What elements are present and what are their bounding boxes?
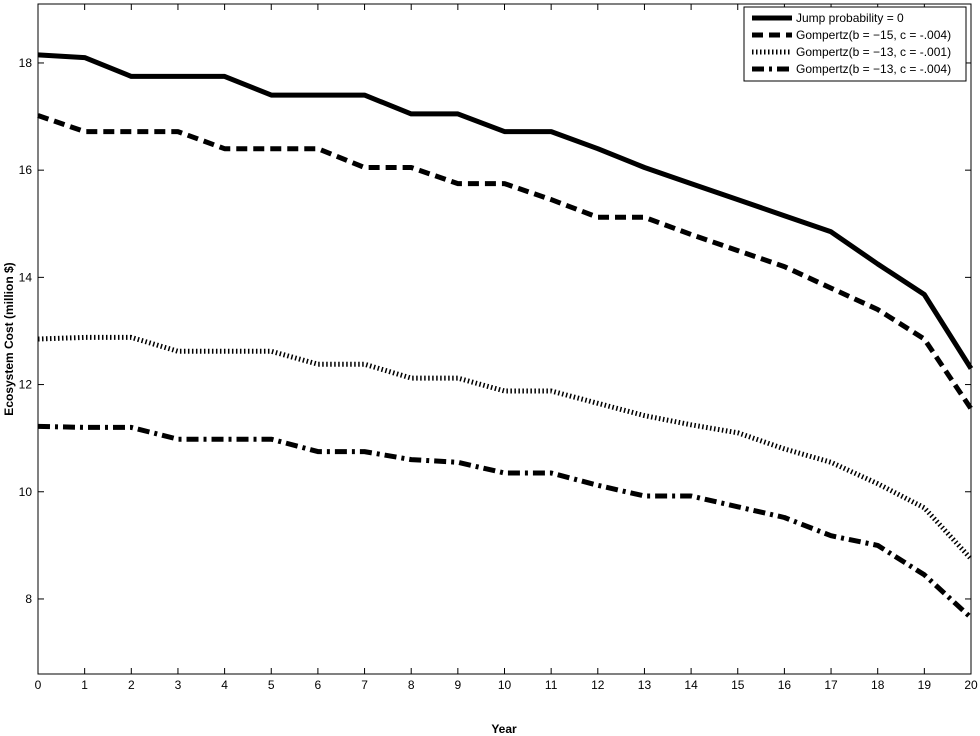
x-tick-label: 15 (731, 678, 745, 692)
x-tick-label: 17 (824, 678, 838, 692)
x-tick-label: 20 (964, 678, 978, 692)
x-tick-label: 11 (545, 678, 558, 692)
legend: Jump probability = 0 Gompertz(b = −15, c … (743, 6, 967, 82)
x-tick-label: 9 (455, 678, 462, 692)
x-tick-label: 10 (498, 678, 512, 692)
y-tick-label: 18 (19, 56, 33, 70)
x-tick-label: 4 (221, 678, 228, 692)
x-tick-label: 8 (408, 678, 415, 692)
legend-label-1: Jump probability = 0 (796, 11, 904, 25)
ticks-layer: 0 1 2 3 4 5 6 7 8 9 10 11 12 13 14 15 16 17 18 19 2081012141… (19, 4, 978, 692)
x-tick-label: 19 (918, 678, 932, 692)
y-tick-label: 16 (19, 163, 33, 177)
legend-label-3: Gompertz(b = −13, c = -.001) (796, 45, 951, 59)
x-tick-label: 2 (128, 678, 135, 692)
x-tick-label: 16 (778, 678, 792, 692)
legend-label-2: Gompertz(b = −15, c = -.004) (796, 28, 951, 42)
series-line-2 (37, 113, 974, 411)
x-tick-label: 12 (591, 678, 605, 692)
x-axis-title: Year (491, 722, 517, 736)
x-tick-label: 14 (684, 678, 698, 692)
series-layer (37, 52, 974, 620)
y-tick-label: 8 (25, 592, 32, 606)
series-line-1 (37, 52, 974, 370)
legend-label-4: Gompertz(b = −13, c = -.004) (796, 62, 951, 76)
x-tick-label: 1 (81, 678, 88, 692)
x-tick-label: 3 (175, 678, 182, 692)
x-tick-label: 0 (35, 678, 42, 692)
y-tick-label: 14 (19, 270, 33, 284)
plot-area (37, 3, 972, 675)
series-line-4 (37, 423, 973, 620)
x-tick-label: 7 (361, 678, 368, 692)
x-tick-label: 6 (315, 678, 322, 692)
x-tick-label: 5 (268, 678, 275, 692)
y-tick-label: 12 (19, 378, 33, 392)
y-axis-title: Ecosystem Cost (million $) (2, 262, 16, 415)
y-tick-label: 10 (19, 485, 33, 499)
x-tick-label: 18 (871, 678, 885, 692)
x-tick-label: 13 (638, 678, 652, 692)
